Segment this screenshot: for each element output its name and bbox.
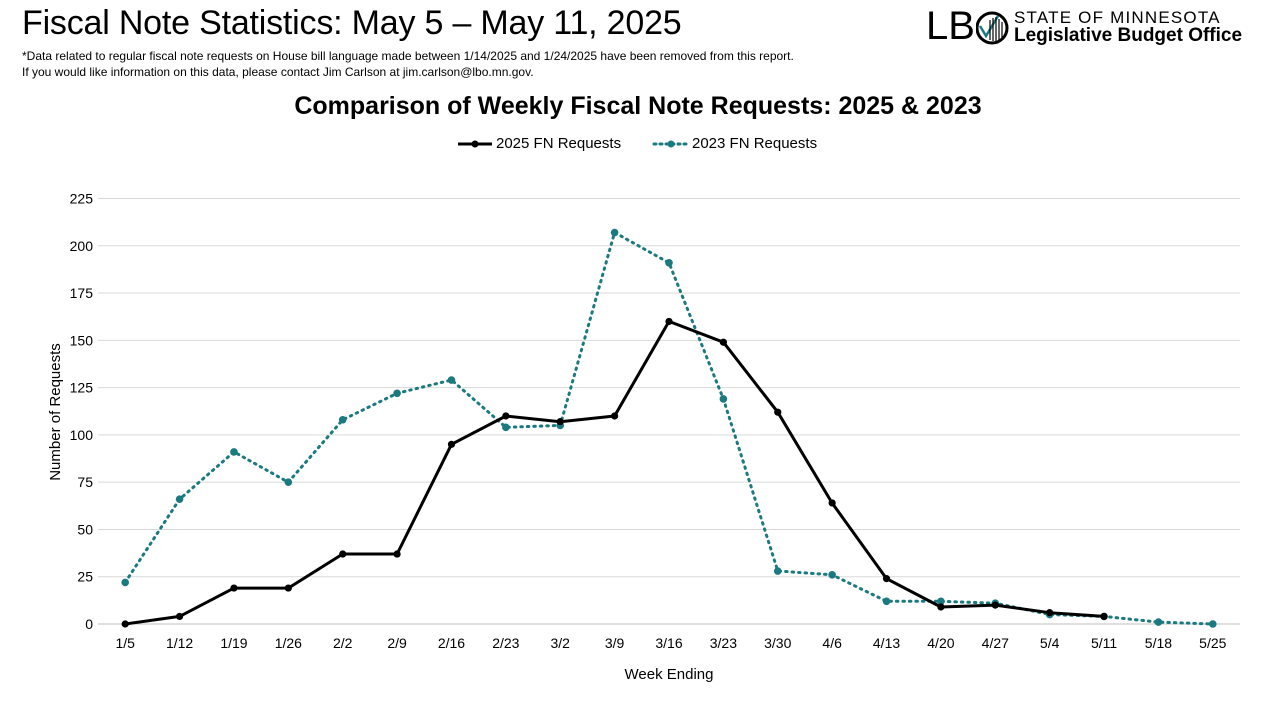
x-tick-label: 4/6 [822, 635, 842, 651]
y-tick-label: 200 [70, 238, 94, 254]
data-point-2023 [284, 478, 293, 486]
data-point-2025 [339, 550, 347, 558]
x-tick-label: 1/12 [166, 635, 193, 651]
x-tick-label: 2/2 [333, 635, 353, 651]
series-2023 [121, 228, 1217, 628]
logo-state-text: STATE OF MINNESOTA [1014, 8, 1221, 27]
data-point-2023 [773, 567, 782, 575]
gridlines [98, 198, 1240, 625]
series-lines [121, 228, 1217, 628]
y-axis-title: Number of Requests [47, 343, 64, 481]
data-point-2025 [611, 412, 619, 420]
data-point-2023 [393, 389, 401, 398]
data-point-2025 [121, 620, 129, 628]
data-point-2023 [175, 495, 184, 503]
x-tick-label: 1/19 [220, 635, 247, 651]
y-tick-label: 125 [70, 380, 94, 396]
x-tick-label: 5/18 [1145, 635, 1172, 651]
data-point-2023 [882, 597, 891, 606]
x-axis-title: Week Ending [625, 666, 714, 683]
x-tick-label: 3/30 [764, 635, 791, 651]
legend-swatch-2023 [652, 140, 690, 148]
y-tick-label: 100 [70, 427, 94, 443]
data-point-2025 [719, 338, 727, 346]
x-tick-label: 2/23 [492, 635, 519, 651]
legend-swatch-2025 [458, 140, 492, 148]
logo-initials: LB [926, 4, 975, 48]
x-tick-label: 5/25 [1199, 635, 1226, 651]
data-point-2023 [447, 376, 456, 384]
data-point-2025 [393, 550, 401, 558]
x-tick-label: 1/5 [115, 635, 135, 651]
data-point-2025 [665, 317, 673, 326]
legend-label-2023: 2023 FN Requests [692, 135, 818, 152]
series-line-2023 [123, 231, 1215, 626]
y-tick-label: 175 [70, 285, 94, 301]
x-tick-label: 4/20 [927, 635, 954, 651]
data-point-2025 [1100, 612, 1108, 621]
x-tick-label: 5/11 [1091, 635, 1117, 651]
data-point-2023 [665, 258, 673, 267]
y-tick-label: 150 [70, 332, 94, 348]
lbo-logo: LB STATE OF MINNESOTA Legislative Budget… [926, 4, 1256, 50]
y-tick-label: 225 [70, 191, 94, 207]
logo-dome-icon [976, 11, 1009, 45]
data-point-2025 [556, 418, 564, 426]
x-tick-label: 3/16 [655, 635, 682, 651]
data-point-2023 [610, 228, 619, 237]
legend-label-2025: 2025 FN Requests [496, 135, 622, 152]
data-point-2023 [1209, 620, 1217, 628]
x-tick-label: 2/16 [438, 635, 465, 651]
page-title: Fiscal Note Statistics: May 5 – May 11, … [22, 4, 682, 42]
x-tick-label: 1/26 [275, 635, 302, 651]
series-2025 [121, 317, 1108, 628]
data-point-2025 [230, 584, 238, 592]
data-point-2023 [121, 578, 129, 587]
x-tick-label: 3/9 [605, 635, 625, 651]
y-tick-label: 75 [77, 474, 93, 490]
data-point-2023 [828, 571, 836, 579]
data-point-2025 [175, 612, 184, 621]
contact-note: If you would like information on this da… [22, 65, 534, 79]
logo-office-text: Legislative Budget Office [1014, 25, 1243, 46]
y-tick-label: 0 [85, 616, 93, 632]
data-point-2025 [882, 575, 891, 583]
y-tick-label: 50 [77, 521, 93, 537]
chart-title: Comparison of Weekly Fiscal Note Request… [294, 92, 982, 120]
x-tick-label: 3/23 [710, 635, 737, 651]
x-tick-label: 2/9 [387, 635, 407, 651]
data-point-2025 [284, 584, 292, 592]
x-tick-label: 4/13 [873, 635, 900, 651]
x-tick-label: 4/27 [982, 635, 1009, 651]
data-point-2023 [937, 597, 945, 606]
data-point-2025 [1046, 609, 1054, 617]
data-point-2025 [991, 601, 999, 609]
data-point-2025 [828, 499, 836, 507]
data-point-2023 [719, 395, 728, 403]
data-point-2023 [502, 423, 510, 432]
data-point-2025 [502, 412, 510, 420]
data-point-2023 [1154, 618, 1163, 626]
data-point-2023 [230, 448, 238, 456]
data-point-2025 [447, 440, 456, 448]
legend-item-2023: 2023 FN Requests [652, 134, 817, 154]
x-axis-ticks: 1/5 1/12 1/19 1/26 2/2 2/9 2/16 2/23 3/2 3/9 3/16 3… [115, 635, 1226, 651]
y-tick-label: 25 [77, 569, 93, 585]
legend-item-2025: 2025 FN Requests [456, 134, 621, 154]
y-axis-ticks: 0 25 50 75 100 125 150 175 200 225 [70, 191, 94, 633]
data-point-2025 [774, 408, 782, 416]
data-note: *Data related to regular fiscal note req… [22, 49, 794, 63]
data-point-2023 [338, 415, 347, 424]
x-tick-label: 5/4 [1040, 635, 1060, 651]
chart-legend: 2025 FN Requests 2023 FN Requests [0, 134, 1280, 156]
data-point-2025 [937, 603, 945, 611]
x-tick-label: 3/2 [551, 635, 571, 651]
